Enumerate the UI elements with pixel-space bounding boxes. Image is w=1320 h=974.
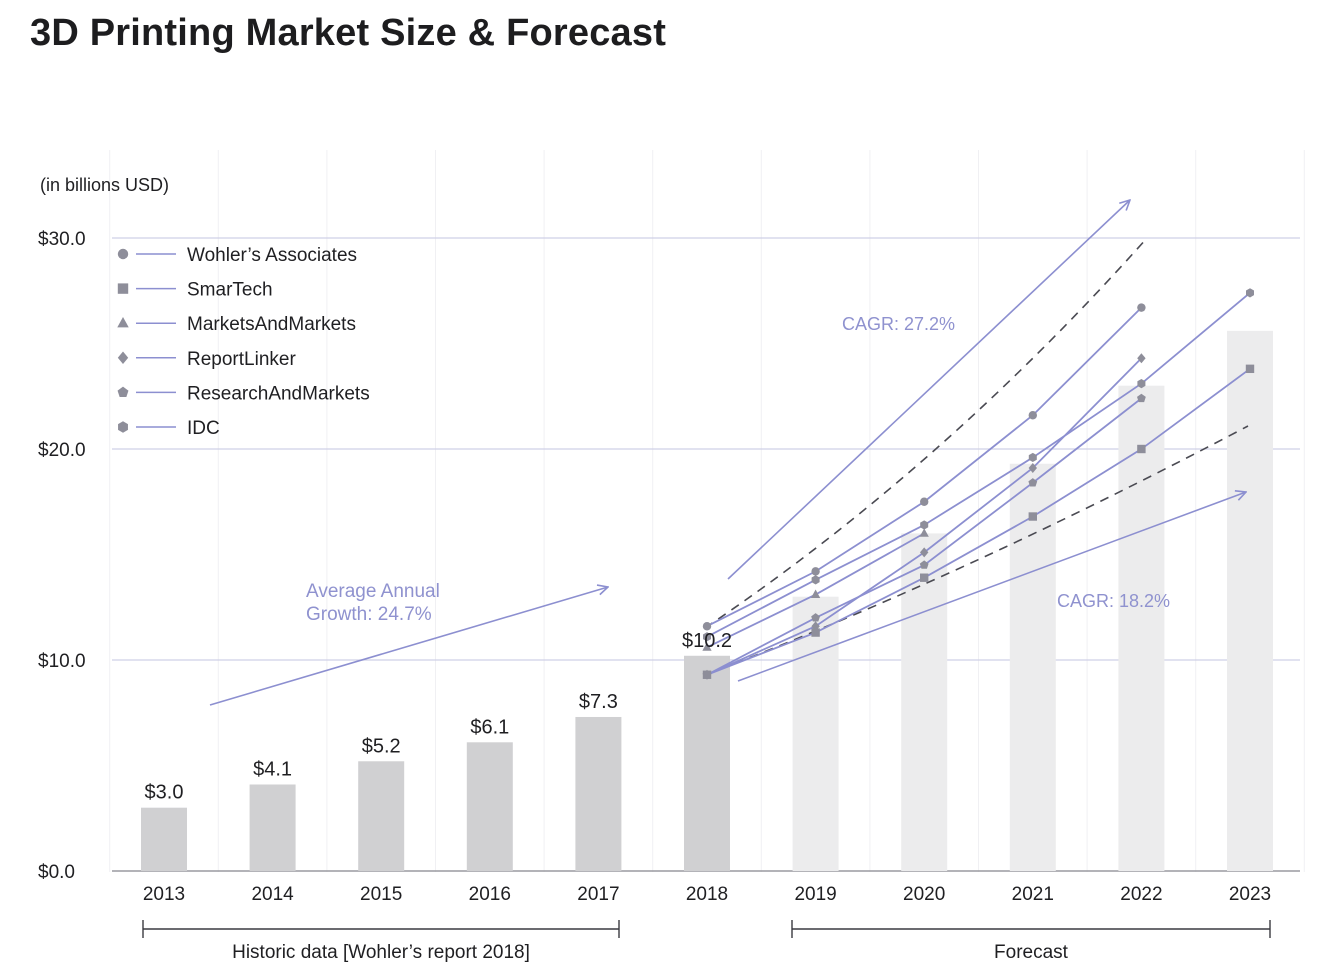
x-tick-label: 2013 [143, 884, 185, 905]
bar-value-label: $3.0 [145, 782, 184, 804]
series-point-5 [920, 520, 929, 530]
series-point-2 [702, 642, 712, 651]
legend-label: IDC [187, 418, 220, 439]
cagr-high-dashed-line [704, 237, 1148, 629]
cagr-high-annotation: CAGR: 27.2% [842, 314, 955, 334]
bar-2013 [141, 807, 187, 871]
bar-2017 [575, 716, 622, 871]
bar-value-label: $7.3 [579, 691, 618, 713]
x-tick-label: 2017 [577, 884, 619, 905]
cagr-low-arrow [737, 492, 1246, 682]
series-point-5 [1137, 378, 1146, 389]
series-line-1 [706, 368, 1251, 676]
series-point-4 [1028, 478, 1038, 487]
x-tick-label: 2021 [1012, 884, 1054, 905]
bar-2014 [249, 784, 296, 871]
x-tick-label: 2019 [794, 884, 836, 905]
legend-label: ResearchAndMarkets [187, 383, 370, 404]
bar-2023 [1227, 330, 1273, 872]
legend-marker [117, 351, 129, 365]
series-point-2 [810, 589, 821, 598]
series-point-1 [811, 628, 820, 637]
series-point-2 [919, 528, 929, 537]
x-tick-label: 2020 [903, 884, 945, 905]
y-axis-label: (in billions USD) [40, 175, 169, 195]
avg-growth-arrow [209, 587, 608, 706]
cagr-high-arrow [727, 200, 1130, 580]
x-tick-label: 2022 [1120, 884, 1162, 905]
series-point-5 [811, 575, 820, 585]
legend-label: SmarTech [187, 280, 273, 301]
bar-value-label: $10.2 [682, 630, 732, 652]
forecast-bracket-label: Forecast [994, 942, 1069, 963]
y-tick-label: $20.0 [38, 440, 86, 461]
legend-label: ReportLinker [187, 349, 296, 370]
bar-2016 [466, 742, 513, 871]
series-point-0 [1137, 303, 1146, 312]
series-point-3 [1137, 353, 1146, 364]
y-tick-label: $0.0 [38, 862, 75, 883]
avg-growth-annotation: Average Annual [306, 581, 440, 602]
series-point-3 [1028, 462, 1037, 474]
series-line-5 [706, 292, 1251, 638]
series-point-5 [1028, 452, 1037, 463]
series-point-0 [702, 622, 712, 631]
series-point-1 [920, 573, 929, 582]
series-point-3 [811, 621, 820, 632]
bar-2015 [358, 761, 405, 871]
series-point-1 [1245, 364, 1255, 374]
x-tick-label: 2016 [469, 884, 511, 905]
historic-bracket-label: Historic data [Wohler’s report 2018] [232, 942, 530, 963]
legend-marker [117, 248, 129, 260]
series-point-0 [920, 497, 929, 506]
series-point-4 [811, 613, 820, 622]
series-point-3 [920, 547, 929, 558]
y-tick-label: $30.0 [38, 229, 86, 250]
series-point-4 [919, 560, 929, 569]
bar-2022 [1118, 385, 1165, 871]
series-point-4 [1137, 393, 1146, 403]
x-tick-label: 2014 [251, 884, 294, 905]
bar-2020 [901, 533, 948, 871]
bar-value-label: $5.2 [362, 735, 401, 757]
chart-title: 3D Printing Market Size & Forecast [30, 12, 667, 54]
x-tick-label: 2015 [360, 884, 402, 905]
bar-value-label: $4.1 [253, 758, 292, 780]
series-point-5 [1245, 288, 1255, 298]
bar-2021 [1009, 463, 1056, 871]
series-point-4 [702, 670, 712, 679]
legend-label: MarketsAndMarkets [187, 314, 356, 335]
legend-marker [117, 316, 129, 328]
bar-2018 [684, 655, 730, 871]
legend-marker [118, 421, 128, 433]
avg-growth-annotation: Growth: 24.7% [306, 604, 432, 625]
legend-marker [117, 283, 129, 294]
cagr-low-annotation: CAGR: 18.2% [1057, 591, 1170, 611]
legend-label: Wohler’s Associates [187, 245, 357, 266]
series-point-0 [811, 567, 820, 576]
cagr-low-dashed-line [704, 425, 1249, 676]
x-tick-label: 2023 [1229, 884, 1271, 905]
series-point-1 [1137, 444, 1146, 454]
bar-2019 [792, 596, 839, 871]
series-point-0 [1028, 411, 1038, 420]
x-tick-label: 2018 [686, 884, 728, 905]
series-point-1 [1028, 512, 1037, 521]
bar-value-label: $6.1 [470, 716, 509, 738]
legend-marker [117, 386, 129, 398]
y-tick-label: $10.0 [38, 651, 86, 672]
series-point-5 [702, 632, 712, 642]
